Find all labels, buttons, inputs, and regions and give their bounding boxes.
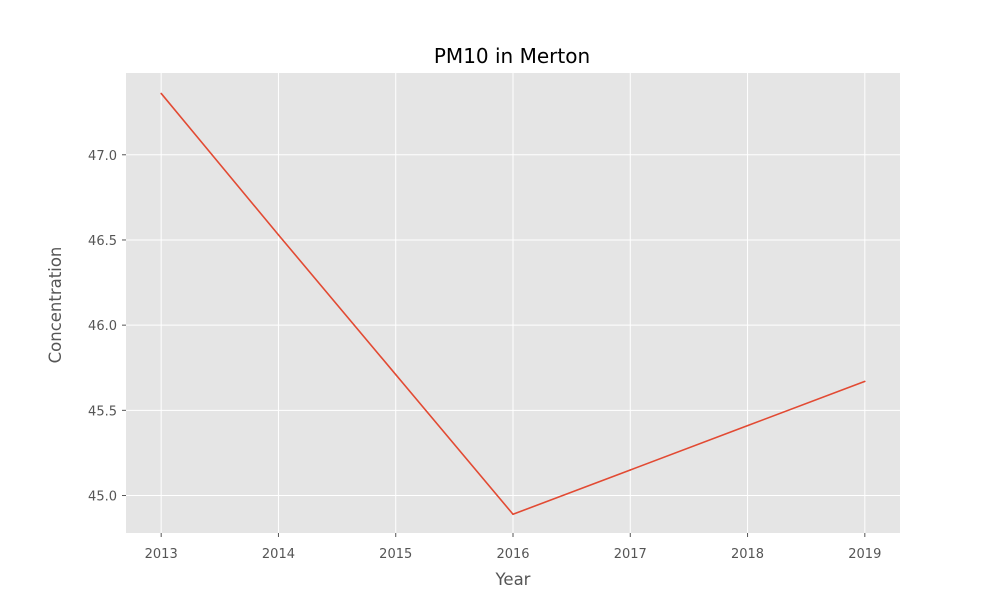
data-point (160, 92, 162, 95)
data-point (864, 380, 866, 383)
chart-title: PM10 in Merton (434, 44, 590, 68)
x-tick-label: 2019 (848, 547, 881, 562)
data-point (629, 469, 632, 471)
y-tick-label: 46.5 (88, 234, 117, 249)
x-tick-label: 2017 (614, 547, 647, 562)
data-point (394, 373, 397, 376)
x-tick-label: 2013 (145, 547, 178, 562)
x-axis-ticks: 2013 2014 2015 2016 2017 2018 2019 (145, 533, 881, 562)
x-tick-label: 2018 (731, 547, 764, 562)
x-axis-label: Year (495, 570, 531, 589)
x-gridlines (160, 73, 866, 533)
y-gridlines (126, 154, 900, 497)
y-tick-label: 45.5 (88, 404, 117, 419)
data-point (512, 513, 514, 516)
x-tick-label: 2016 (496, 547, 529, 562)
y-axis-label: Concentration (46, 247, 65, 364)
data-point (277, 234, 280, 236)
y-tick-label: 45.0 (88, 490, 117, 505)
y-tick-label: 46.0 (88, 319, 117, 334)
data-point (746, 424, 749, 427)
y-axis-ticks: 45.0 45.5 46.0 46.5 47.0 (88, 149, 126, 505)
x-tick-label: 2015 (379, 547, 412, 562)
y-tick-label: 47.0 (88, 149, 117, 164)
series-layer (160, 92, 866, 516)
x-tick-label: 2014 (262, 547, 295, 562)
